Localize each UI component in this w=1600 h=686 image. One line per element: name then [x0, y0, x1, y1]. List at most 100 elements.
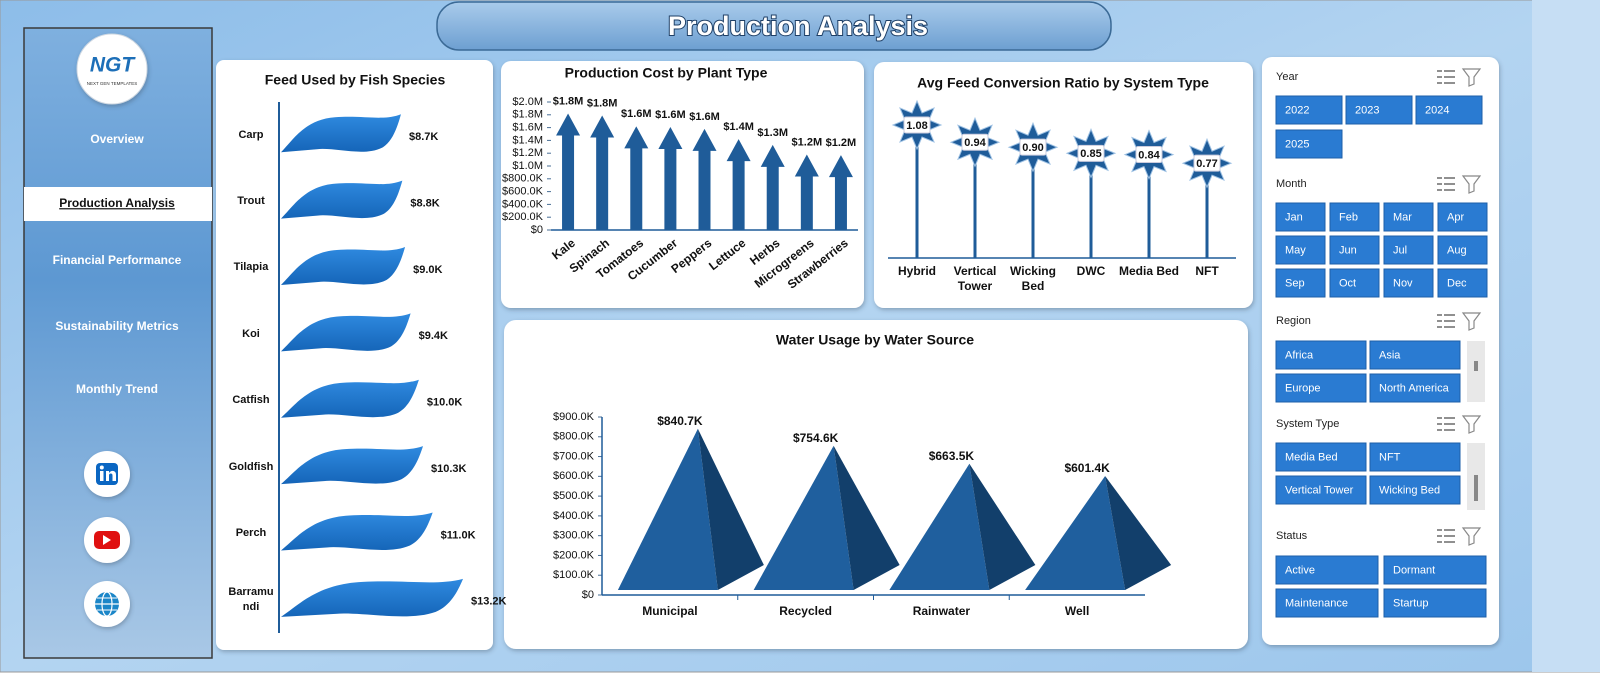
- slicer-item[interactable]: Vertical Tower: [1285, 484, 1354, 496]
- pyramid-side: [833, 445, 900, 590]
- nav-item[interactable]: Production Analysis: [59, 196, 175, 210]
- youtube-icon[interactable]: [84, 517, 130, 563]
- value-label: $10.0K: [427, 397, 463, 409]
- y-tick-label: Goldfish: [228, 460, 274, 473]
- slicer-item[interactable]: 2024: [1425, 104, 1449, 116]
- bar: [281, 379, 419, 418]
- nav-item[interactable]: Sustainability Metrics: [55, 319, 179, 333]
- slicer-button[interactable]: [1329, 235, 1380, 265]
- slicer-item[interactable]: Apr: [1447, 211, 1464, 223]
- slicer-item[interactable]: Africa: [1285, 349, 1314, 361]
- slicer-button[interactable]: [1275, 373, 1367, 403]
- slicer-item[interactable]: Dec: [1447, 277, 1467, 289]
- x-tick-label: Wicking Bed: [1010, 264, 1056, 293]
- clear-filter-icon[interactable]: [1461, 312, 1482, 331]
- slicer-button[interactable]: [1275, 555, 1379, 585]
- x-tick-label: Well: [1065, 604, 1089, 618]
- slicer-button[interactable]: [1437, 202, 1488, 232]
- clear-filter-icon[interactable]: [1461, 527, 1482, 546]
- slicer-button[interactable]: [1275, 340, 1367, 370]
- slicer-item[interactable]: May: [1285, 244, 1306, 256]
- slicer-item[interactable]: Dormant: [1393, 564, 1435, 576]
- chart-title: Feed Used by Fish Species: [265, 72, 446, 88]
- slicer-button[interactable]: [1275, 202, 1326, 232]
- slicer-item[interactable]: Jun: [1339, 244, 1357, 256]
- slicer-button[interactable]: [1275, 442, 1367, 472]
- bar: [760, 144, 785, 230]
- slicer-button[interactable]: [1369, 373, 1461, 403]
- linkedin-icon[interactable]: [84, 451, 130, 497]
- slicer-item[interactable]: Aug: [1447, 244, 1467, 256]
- value-label: 0.77: [1196, 158, 1217, 170]
- nav-item[interactable]: Monthly Trend: [76, 382, 158, 396]
- clear-filter-icon[interactable]: [1461, 415, 1482, 434]
- slicer-button[interactable]: [1329, 202, 1380, 232]
- slicer-button[interactable]: [1383, 235, 1434, 265]
- slicer-button[interactable]: [1369, 340, 1461, 370]
- clear-filter-icon[interactable]: [1461, 68, 1482, 87]
- nav-item[interactable]: Overview: [90, 132, 144, 146]
- page-title: Production Analysis: [668, 11, 928, 41]
- value-label: 0.85: [1080, 148, 1101, 160]
- y-tick-label: $1.6M: [512, 122, 543, 134]
- slicer-item[interactable]: Sep: [1285, 277, 1305, 289]
- value-label: $9.4K: [419, 330, 448, 342]
- bar: [828, 155, 853, 230]
- website-icon[interactable]: [84, 581, 130, 627]
- y-tick-label: $0: [531, 224, 543, 236]
- label-box: [961, 133, 989, 151]
- slicer-button[interactable]: [1383, 555, 1487, 585]
- slicer-item[interactable]: Oct: [1339, 277, 1356, 289]
- slicer-button[interactable]: [1415, 95, 1483, 125]
- slicer-button[interactable]: [1275, 268, 1326, 298]
- scroll-thumb: [1474, 475, 1478, 501]
- slicer-item[interactable]: Maintenance: [1285, 597, 1348, 609]
- slicer-button[interactable]: [1369, 442, 1461, 472]
- slicer-button[interactable]: [1437, 268, 1488, 298]
- slicer-button[interactable]: [1329, 268, 1380, 298]
- slicer-item[interactable]: Feb: [1339, 211, 1358, 223]
- slicer-item[interactable]: Asia: [1379, 349, 1401, 361]
- value-label: 0.84: [1138, 149, 1160, 161]
- slicer-button[interactable]: [1275, 588, 1379, 618]
- slicer-button[interactable]: [1383, 202, 1434, 232]
- clear-filter-icon[interactable]: [1461, 175, 1482, 194]
- slicer-item[interactable]: Europe: [1285, 382, 1320, 394]
- y-tick-label: $400.0K: [502, 198, 544, 210]
- logo-text: NGT: [90, 54, 137, 77]
- slicer-item[interactable]: 2025: [1285, 138, 1309, 150]
- slicer-button[interactable]: [1275, 475, 1367, 505]
- slicer-button[interactable]: [1383, 268, 1434, 298]
- slicer-button[interactable]: [1345, 95, 1413, 125]
- slicer-item[interactable]: Media Bed: [1285, 451, 1338, 463]
- slicer-item[interactable]: Wicking Bed: [1379, 484, 1440, 496]
- slicer-button[interactable]: [1437, 235, 1488, 265]
- panel: [216, 60, 493, 650]
- slicer-item[interactable]: North America: [1379, 382, 1450, 394]
- slicer-item[interactable]: 2023: [1355, 104, 1379, 116]
- value-label: $9.0K: [413, 264, 442, 276]
- y-tick-label: $600.0K: [502, 186, 544, 198]
- nav-item[interactable]: Financial Performance: [53, 253, 182, 267]
- slicer-item[interactable]: Active: [1285, 564, 1315, 576]
- slicer-item[interactable]: Jul: [1393, 244, 1407, 256]
- slicer-item[interactable]: 2022: [1285, 104, 1309, 116]
- value-label: $1.4M: [723, 121, 754, 133]
- slicer-button[interactable]: [1275, 95, 1343, 125]
- slicer-title: Status: [1276, 530, 1308, 542]
- slicer-item[interactable]: Mar: [1393, 211, 1412, 223]
- slicer-item[interactable]: Nov: [1393, 277, 1413, 289]
- slicer-button[interactable]: [1383, 588, 1487, 618]
- y-tick-label: $500.0K: [553, 490, 595, 502]
- bar: [556, 113, 581, 230]
- slicer-item[interactable]: Startup: [1393, 597, 1428, 609]
- slicer-button[interactable]: [1275, 129, 1343, 159]
- slicer-item[interactable]: NFT: [1379, 451, 1401, 463]
- bar: [624, 126, 649, 230]
- bar: [590, 115, 615, 230]
- slicer-button[interactable]: [1369, 475, 1461, 505]
- slicer-item[interactable]: Jan: [1285, 211, 1303, 223]
- bar: [281, 512, 433, 551]
- slicer-button[interactable]: [1275, 235, 1326, 265]
